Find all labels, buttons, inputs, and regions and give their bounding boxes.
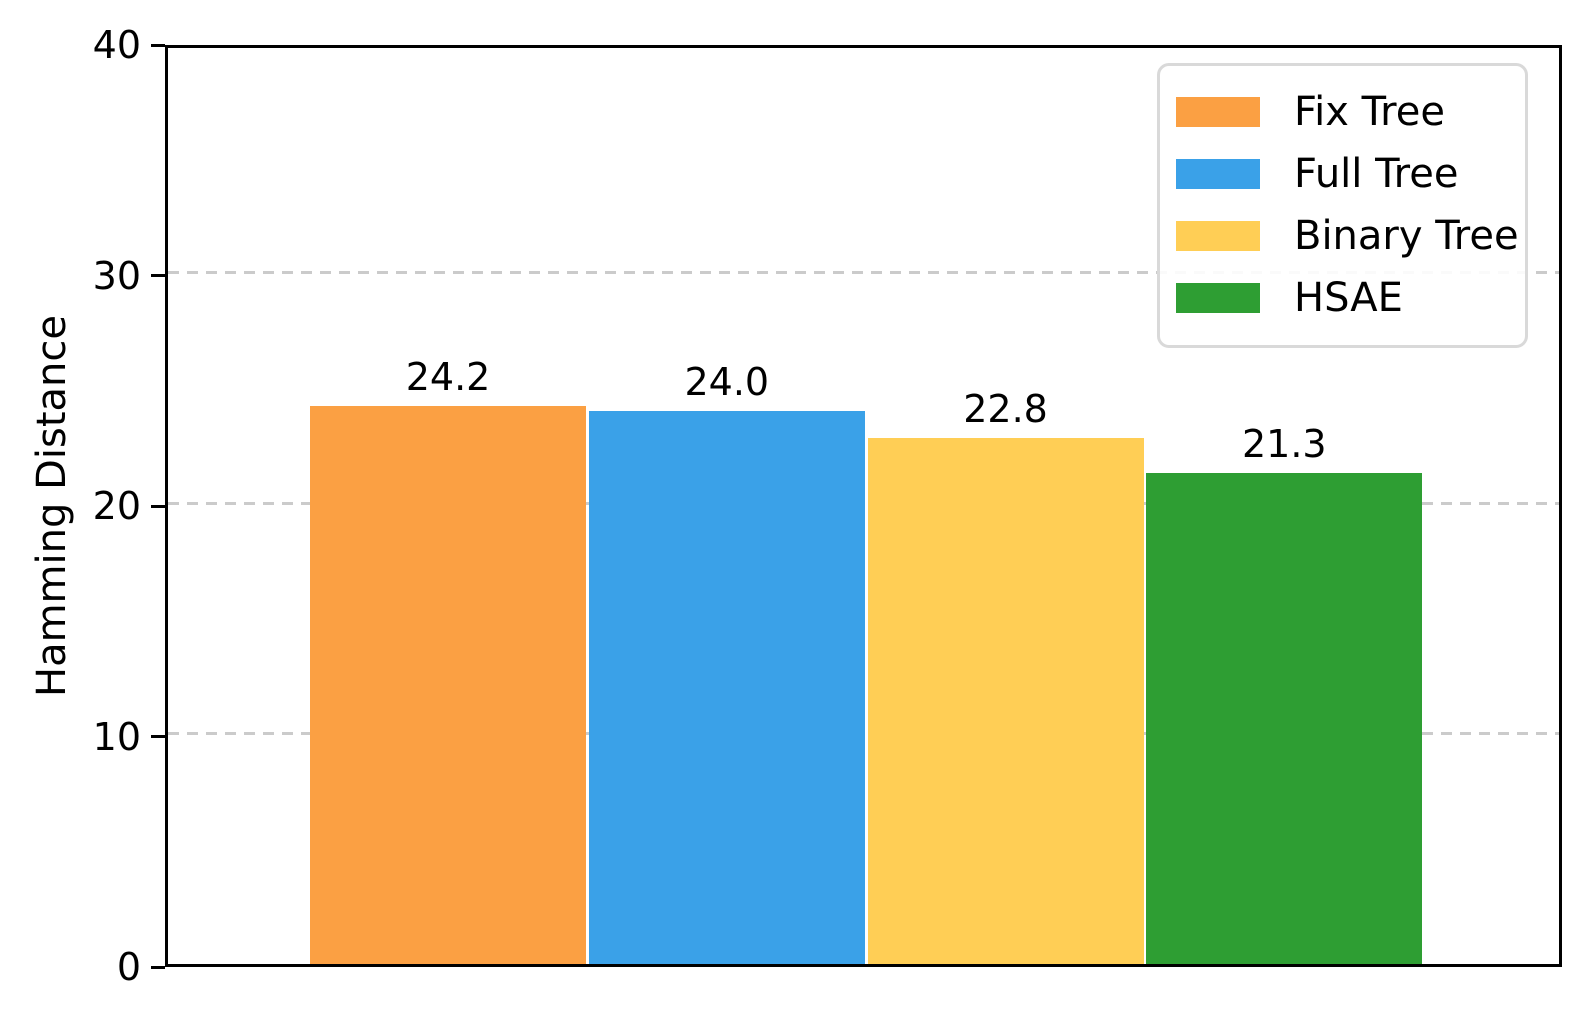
bar-binary-tree bbox=[867, 438, 1144, 964]
legend-label-binary-tree: Binary Tree bbox=[1294, 213, 1519, 259]
legend-swatch-binary-tree bbox=[1176, 221, 1260, 251]
bar-value-label-binary-tree: 22.8 bbox=[963, 387, 1048, 432]
legend-label-fix-tree: Fix Tree bbox=[1294, 89, 1445, 135]
legend-item-binary-tree: Binary Tree bbox=[1176, 205, 1519, 267]
legend: Fix Tree Full Tree Binary Tree HSAE bbox=[1157, 63, 1528, 348]
bar-value-label-hsae: 21.3 bbox=[1242, 422, 1327, 467]
legend-item-hsae: HSAE bbox=[1176, 267, 1513, 329]
ytick-mark-30 bbox=[151, 274, 165, 277]
plot-area: 24.2 24.0 22.8 21.3 bbox=[165, 45, 1562, 967]
legend-label-full-tree: Full Tree bbox=[1294, 151, 1459, 197]
ytick-mark-20 bbox=[151, 504, 165, 508]
ytick-label-20: 20 bbox=[92, 484, 141, 528]
ytick-label-0: 0 bbox=[116, 945, 141, 989]
bar-fix-tree bbox=[310, 406, 587, 964]
ytick-mark-0 bbox=[151, 965, 165, 969]
legend-swatch-hsae bbox=[1176, 283, 1260, 313]
ytick-mark-40 bbox=[151, 43, 165, 47]
legend-label-hsae: HSAE bbox=[1294, 275, 1403, 321]
ytick-label-30: 30 bbox=[92, 253, 141, 298]
ytick-mark-10 bbox=[151, 735, 165, 738]
legend-swatch-full-tree bbox=[1176, 159, 1260, 189]
bar-hsae bbox=[1146, 473, 1423, 964]
bar-full-tree bbox=[588, 410, 865, 964]
gridline-30 bbox=[168, 271, 1559, 274]
bar-value-label-full-tree: 24.0 bbox=[684, 359, 770, 404]
legend-item-fix-tree: Fix Tree bbox=[1176, 81, 1513, 143]
ytick-label-40: 40 bbox=[92, 23, 141, 67]
ytick-label-10: 10 bbox=[92, 714, 141, 759]
legend-swatch-fix-tree bbox=[1176, 97, 1260, 127]
bar-value-label-fix-tree: 24.2 bbox=[405, 355, 491, 400]
legend-item-full-tree: Full Tree bbox=[1176, 143, 1513, 205]
